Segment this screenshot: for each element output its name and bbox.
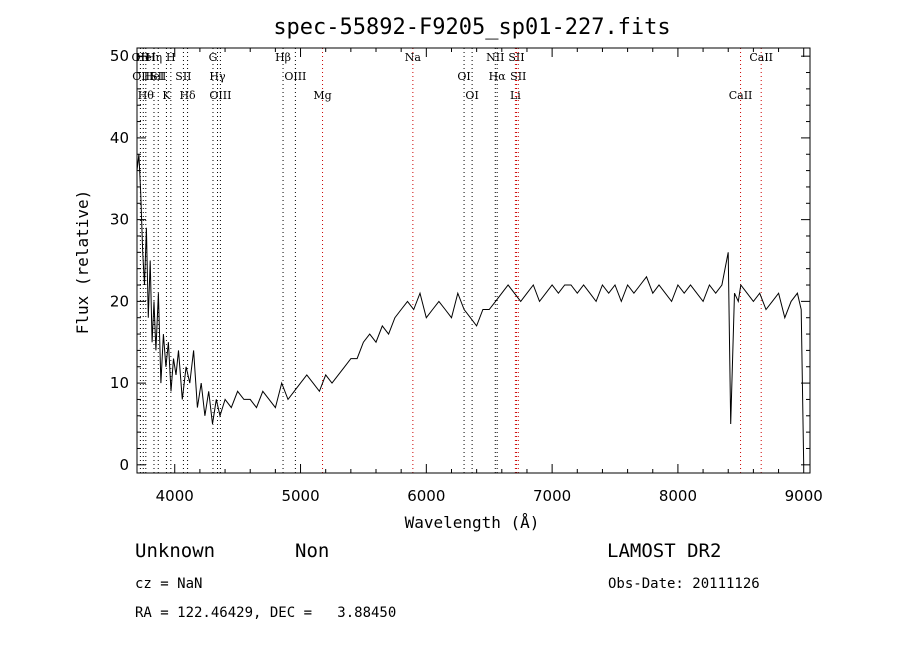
y-tick-label: 30	[110, 211, 129, 229]
line-label: HeI	[144, 70, 164, 83]
line-label: OI	[465, 89, 478, 102]
line-label: OI	[457, 70, 470, 83]
y-tick-label: 0	[119, 456, 129, 474]
line-label: H	[166, 51, 176, 64]
y-tick-label: 40	[110, 129, 129, 147]
observation-date: Obs-Date: 20111126	[608, 576, 760, 592]
line-label: Hη	[146, 51, 162, 64]
x-tick-label: 5000	[281, 487, 319, 505]
ra-dec-coordinates: RA = 122.46429, DEC = 3.88450	[135, 605, 397, 621]
plot-frame	[136, 47, 811, 474]
spectrum-line	[136, 154, 805, 465]
spectrum-series	[136, 154, 805, 465]
redshift-cz: cz = NaN	[135, 576, 203, 592]
x-tick-label: 8000	[659, 487, 697, 505]
y-axis-label: Flux (relative)	[73, 190, 92, 335]
line-label: SII	[508, 51, 524, 64]
line-label: CaII	[749, 51, 773, 64]
line-label: NII	[486, 51, 504, 64]
survey-name: LAMOST DR2	[607, 540, 722, 562]
line-label: Hγ	[209, 70, 226, 83]
line-label: SII	[175, 70, 191, 83]
line-label: Mg	[313, 89, 331, 102]
y-tick-label: 10	[110, 374, 129, 392]
line-label: K	[162, 89, 171, 102]
line-label: Hα	[489, 70, 507, 83]
line-label: Na	[405, 51, 422, 64]
object-subclass: Non	[295, 540, 330, 562]
line-label: OIII	[132, 70, 154, 83]
line-label: OIII	[284, 70, 306, 83]
line-label: Li	[510, 89, 521, 102]
object-class: Unknown	[135, 540, 216, 562]
line-label: G	[209, 51, 218, 64]
line-label: OIII	[209, 89, 231, 102]
line-label: CaII	[729, 89, 753, 102]
y-tick-label: 20	[110, 292, 129, 310]
x-tick-label: 6000	[407, 487, 445, 505]
line-label: HeI	[136, 51, 156, 64]
line-label: Hδ	[179, 89, 196, 102]
chart-title: spec-55892-F9205_sp01-227.fits	[273, 15, 670, 40]
x-tick-label: 7000	[533, 487, 571, 505]
line-label: Hθ	[138, 89, 155, 102]
line-label: SII	[150, 70, 166, 83]
x-tick-label: 4000	[156, 487, 194, 505]
line-label: Hβ	[275, 51, 291, 64]
y-tick-label: 50	[110, 47, 129, 65]
spectral-line-markers: OIIOIIIHθHeIHηHeISIIKHSIIHδGHγOIIIHβOIII…	[132, 48, 773, 473]
x-tick-label: 9000	[785, 487, 823, 505]
line-label: OII	[132, 51, 150, 64]
plot-axes: 4000 5000 6000 7000 8000 9000 0 10 20 30 40 50	[110, 47, 823, 505]
line-label: SII	[510, 70, 526, 83]
x-axis-label: Wavelength (Å)	[405, 513, 540, 532]
